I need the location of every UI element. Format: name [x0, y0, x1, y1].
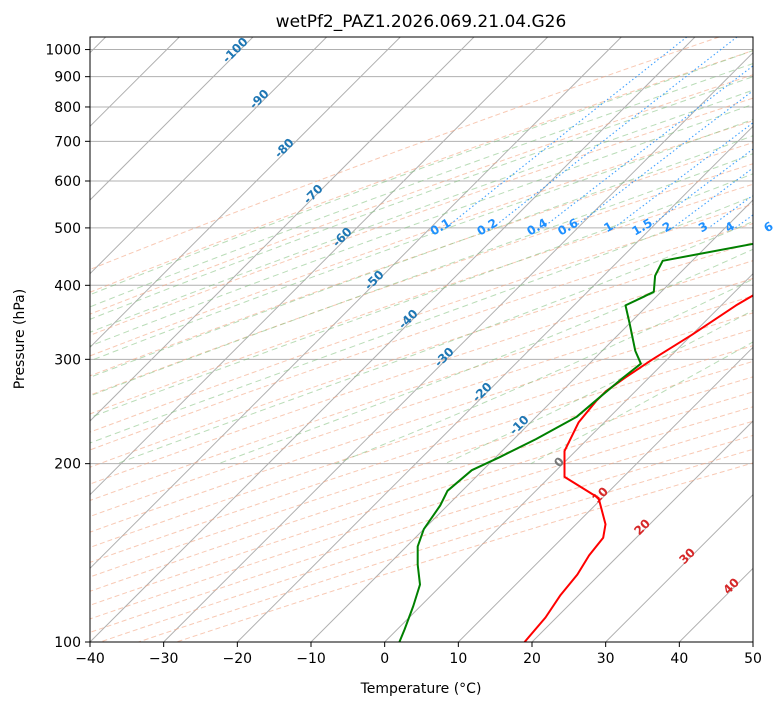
x-tick-label: −20 [223, 651, 253, 667]
isotherm [90, 37, 622, 570]
isotherm [236, 125, 753, 642]
x-tick-label: 10 [449, 651, 467, 667]
dry-adiabat [138, 448, 753, 642]
chart-title: wetPf2_PAZ1.2026.069.21.04.G26 [276, 12, 567, 32]
y-tick-label: 400 [54, 278, 81, 294]
dry-adiabat [90, 376, 753, 592]
isotherm [90, 37, 254, 201]
dry-adiabat [90, 277, 753, 501]
y-tick-label: 300 [54, 352, 81, 368]
dry-adiabat [90, 345, 753, 563]
isotherm [90, 37, 475, 422]
x-tick-label: 0 [380, 651, 389, 667]
dry-adiabat [90, 312, 753, 533]
dry-adiabat [90, 142, 753, 377]
isotherm [310, 199, 753, 642]
dry-adiabat [90, 163, 753, 396]
isotherm [384, 272, 753, 642]
x-axis-label: Temperature (°C) [360, 681, 482, 697]
x-tick-label: −10 [296, 651, 326, 667]
x-tick-label: 30 [597, 651, 615, 667]
y-tick-label: 600 [54, 174, 81, 190]
isotherm [457, 346, 753, 642]
moist-adiabat [90, 118, 753, 362]
isotherm [90, 37, 328, 275]
y-axis: 100 200 300 400 500 600 700 800 900 1000 [45, 43, 90, 651]
x-tick-label: 50 [744, 651, 762, 667]
moist-adiabat [90, 195, 753, 444]
data-series [398, 242, 753, 642]
dry-adiabat [90, 241, 753, 468]
dry-adiabat [176, 462, 753, 642]
isotherm [90, 37, 696, 642]
moist-adiabat [90, 135, 753, 378]
x-tick-label: −30 [149, 651, 179, 667]
moist-adiabat [90, 50, 753, 296]
x-tick-label: 40 [670, 651, 688, 667]
isotherm [531, 420, 753, 642]
isotherm [605, 493, 753, 642]
y-tick-label: 100 [54, 635, 81, 651]
moist-adiabat [90, 173, 753, 419]
isotherm [163, 51, 753, 642]
dry-adiabat [90, 360, 753, 578]
moist-adiabat [218, 248, 753, 465]
y-tick-label: 500 [54, 221, 81, 237]
dry-adiabat [90, 203, 753, 433]
moist-adiabat [90, 76, 753, 320]
moist-adiabat [90, 153, 753, 397]
mixing-ratio-line [542, 65, 753, 229]
mixing-ratio-line [672, 167, 753, 229]
y-tick-label: 200 [54, 457, 81, 473]
moist-adiabat [90, 89, 753, 333]
mixing-ratio-line [613, 122, 753, 229]
temperature-line [523, 294, 753, 642]
moist-adiabat [335, 278, 753, 465]
y-tick-label: 900 [54, 70, 81, 86]
y-tick-label: 700 [54, 134, 81, 150]
moist-adiabat [90, 63, 753, 308]
x-tick-label: 20 [523, 651, 541, 667]
background-lines [90, 37, 753, 642]
y-tick-label: 1000 [45, 43, 81, 59]
dry-adiabat [90, 328, 753, 548]
plot-frame [89, 36, 754, 643]
dewpoint-line [398, 242, 753, 642]
isotherm [90, 37, 401, 349]
y-axis-label: Pressure (hPa) [12, 289, 28, 389]
mixing-ratio-line [445, 37, 688, 229]
isotherm [90, 37, 549, 496]
x-tick-label: −40 [75, 651, 105, 667]
dry-adiabat [90, 391, 753, 606]
y-tick-label: 800 [54, 100, 81, 116]
x-axis: −40 −30 −20 −10 0 10 20 30 40 50 [75, 642, 762, 667]
dry-adiabat [90, 183, 753, 415]
